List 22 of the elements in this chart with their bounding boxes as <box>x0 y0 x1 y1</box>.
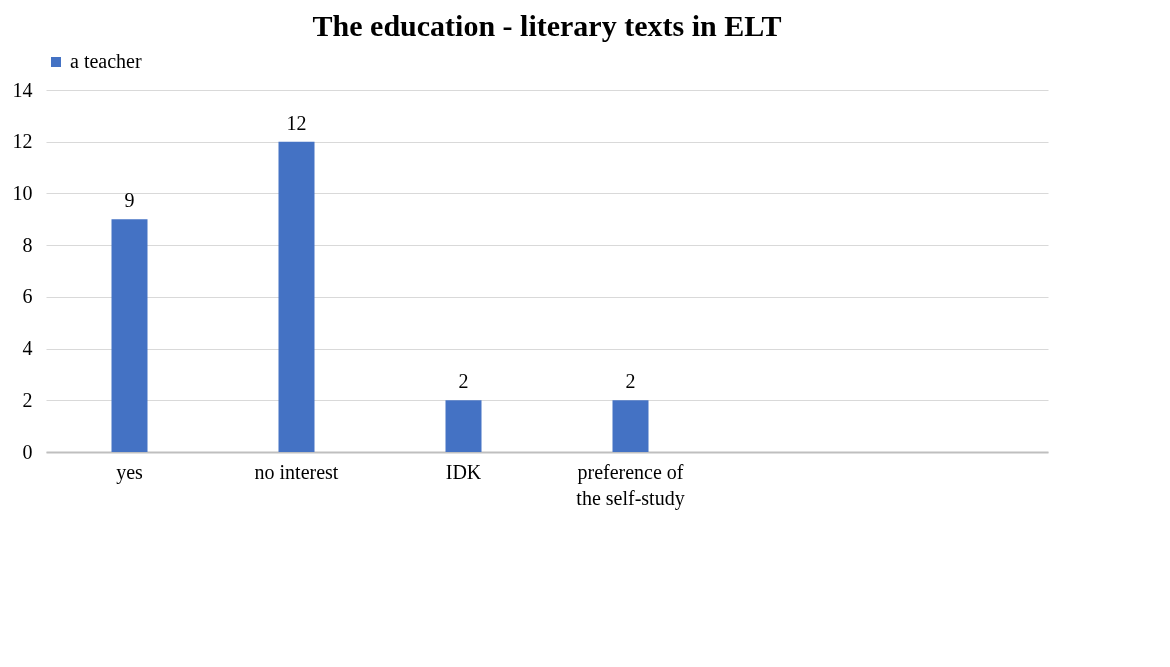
y-tick-label: 10 <box>12 181 33 204</box>
y-tick-label: 2 <box>22 388 33 411</box>
chart-title: The education - literary texts in ELT <box>312 9 782 42</box>
bar <box>278 141 315 452</box>
data-label: 2 <box>458 370 469 393</box>
y-tick-label: 12 <box>12 130 33 153</box>
x-tick-label: IDK <box>445 460 482 483</box>
y-tick-label: 4 <box>22 337 33 360</box>
y-tick-label: 6 <box>22 285 33 308</box>
x-tick-label: yes <box>116 460 144 484</box>
bar <box>445 400 482 452</box>
y-tick-label: 8 <box>22 233 33 256</box>
bar <box>612 400 649 452</box>
x-tick-label: preference of the self-study <box>576 460 685 510</box>
y-tick-label: 14 <box>12 78 33 101</box>
bar <box>111 219 148 452</box>
y-tick-label: 0 <box>22 440 33 463</box>
data-label: 12 <box>286 111 307 134</box>
legend-label: a teacher <box>70 50 142 72</box>
data-label: 9 <box>124 189 135 212</box>
x-tick-label: no interest <box>254 460 339 483</box>
data-label: 2 <box>625 370 636 393</box>
